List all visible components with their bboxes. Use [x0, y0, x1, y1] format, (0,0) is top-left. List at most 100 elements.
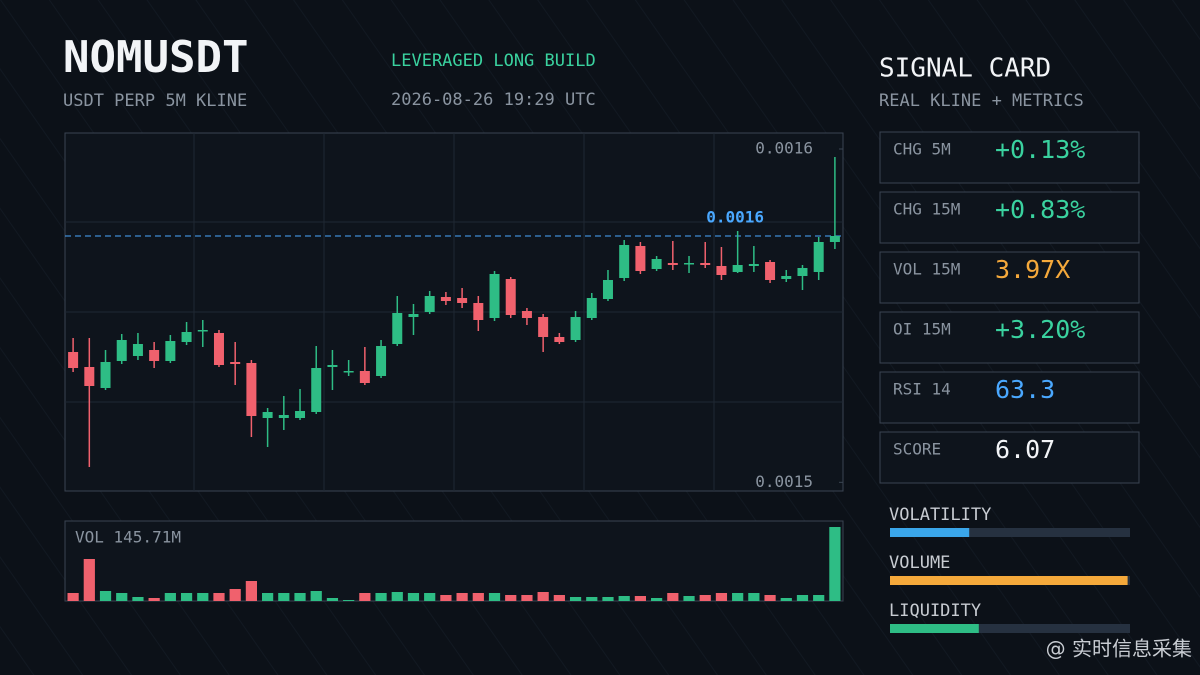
- card-title: SIGNAL CARD: [879, 54, 1051, 84]
- symbol-title: NOMUSDT: [63, 32, 248, 83]
- volume-bar: [732, 593, 744, 601]
- candle-body: [765, 262, 776, 280]
- meter-label: LIQUIDITY: [889, 601, 981, 621]
- candle-body: [392, 313, 403, 344]
- candle-body: [295, 411, 306, 418]
- metric-label: RSI 14: [893, 380, 951, 399]
- candle-body: [84, 367, 95, 386]
- candle-body: [570, 317, 581, 340]
- candle-body: [68, 352, 79, 368]
- metric-label: SCORE: [893, 440, 941, 459]
- metric-label: CHG 15M: [893, 200, 960, 219]
- metric-card: [879, 131, 1140, 184]
- watermark: @ 实时信息采集: [1046, 637, 1192, 661]
- volume-bar: [813, 595, 825, 601]
- volume-bar: [488, 593, 501, 601]
- candle-body: [213, 333, 224, 365]
- volume-bar: [180, 593, 193, 601]
- candle-body: [376, 346, 387, 376]
- volume-bar: [521, 595, 533, 601]
- price-line-label: 0.0016: [706, 208, 764, 227]
- volume-bar: [618, 596, 630, 601]
- candle-body: [684, 263, 695, 265]
- volume-bar: [278, 593, 290, 601]
- volume-bar: [699, 595, 711, 601]
- candle-body: [667, 263, 678, 265]
- metric-value: 6.07: [995, 435, 1055, 464]
- volume-bar: [456, 593, 468, 601]
- subtitle: USDT PERP 5M KLINE: [63, 91, 247, 111]
- candle-body: [181, 332, 192, 342]
- candle-body: [489, 274, 500, 318]
- volume-bar: [67, 593, 79, 601]
- candle-body: [408, 314, 419, 317]
- candle-body: [278, 415, 289, 418]
- candle-body: [521, 311, 532, 318]
- meter-track: [890, 624, 1130, 633]
- volume-bar: [472, 593, 484, 601]
- candle-body: [586, 298, 597, 318]
- volume-bar: [99, 591, 112, 601]
- metric-card: [879, 311, 1140, 364]
- volume-bar: [407, 593, 420, 601]
- candle-body: [165, 341, 176, 361]
- volume-bar: [715, 593, 728, 601]
- candle-body: [619, 245, 630, 278]
- volume-bar: [764, 595, 776, 601]
- metric-card: [879, 191, 1140, 244]
- candle-body: [100, 362, 111, 388]
- volume-bar: [796, 595, 809, 601]
- metric-card: [879, 431, 1140, 484]
- volume-bar: [651, 598, 663, 601]
- volume-bar: [148, 598, 160, 601]
- volume-bar: [391, 592, 403, 601]
- volume-bar: [132, 597, 144, 601]
- volume-bar: [505, 595, 517, 601]
- candle-body: [602, 280, 613, 299]
- volume-bar: [310, 591, 322, 601]
- metric-card: [879, 251, 1140, 304]
- candle-body: [327, 365, 338, 367]
- volume-bar: [424, 593, 436, 601]
- candle-body: [246, 363, 257, 416]
- volume-label: VOL 145.71M: [75, 528, 181, 547]
- volume-bar: [197, 593, 209, 601]
- candle-body: [651, 259, 662, 269]
- meter-track: [890, 528, 1130, 537]
- volume-bar: [780, 598, 792, 601]
- candle-body: [262, 412, 273, 418]
- candle-body: [230, 362, 241, 364]
- metric-value: +3.20%: [995, 315, 1085, 344]
- candle-body: [440, 297, 451, 301]
- meter-fill: [890, 528, 970, 537]
- candle-body: [149, 350, 160, 361]
- candle-body: [132, 344, 143, 356]
- candle-body: [781, 276, 792, 279]
- volume-bar: [683, 596, 695, 601]
- metric-value: +0.83%: [995, 195, 1085, 224]
- volume-bar: [359, 593, 371, 601]
- candle-body: [813, 242, 824, 272]
- volume-bar: [213, 593, 225, 601]
- metric-value: +0.13%: [995, 135, 1085, 164]
- metric-label: OI 15M: [893, 320, 951, 339]
- metric-value: 3.97X: [995, 255, 1070, 284]
- y-tick-label: 0.0016: [755, 139, 813, 158]
- candle-body: [116, 340, 127, 361]
- volume-bar: [164, 593, 176, 601]
- volume-bar: [440, 595, 452, 601]
- card-subtitle: REAL KLINE + METRICS: [879, 91, 1084, 111]
- candle-body: [829, 236, 840, 242]
- metric-card: [879, 371, 1140, 424]
- metric-value: 63.3: [995, 375, 1055, 404]
- meter-label: VOLUME: [889, 553, 950, 573]
- volume-bar: [326, 598, 339, 601]
- volume-bar: [553, 595, 565, 601]
- volume-bar: [83, 559, 95, 601]
- candle-body: [359, 371, 370, 383]
- candle-body: [554, 337, 565, 342]
- volume-bar: [262, 593, 274, 601]
- volume-bar: [748, 593, 760, 601]
- volume-bar: [602, 597, 614, 601]
